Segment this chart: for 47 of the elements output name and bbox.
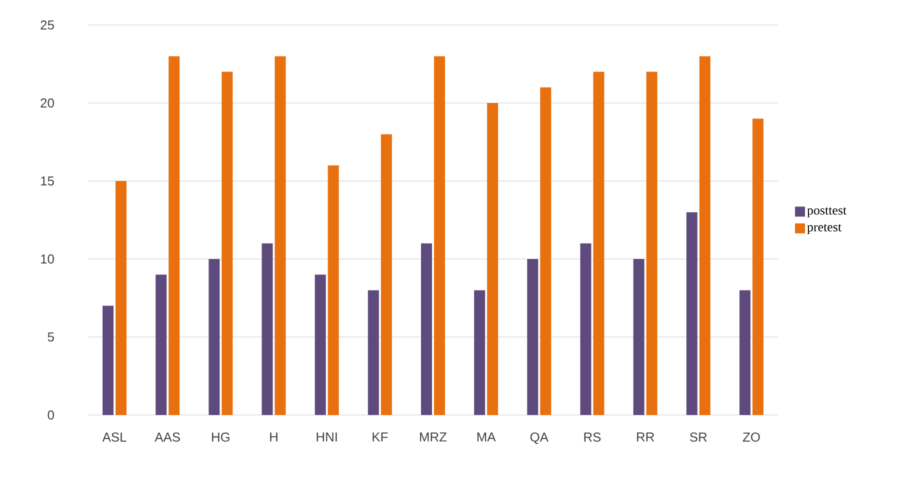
x-tick-label: AAS <box>154 432 180 442</box>
bar <box>474 290 486 415</box>
y-tick-label: 10 <box>41 254 54 264</box>
bar <box>646 72 658 415</box>
x-tick-label: ASL <box>102 432 126 442</box>
y-tick-label: 5 <box>48 332 54 342</box>
bar <box>633 259 644 415</box>
bar <box>699 56 710 415</box>
legend-label: pretest <box>807 224 842 234</box>
x-tick-label: SR <box>690 432 707 442</box>
bar <box>102 306 114 415</box>
y-tick-label: 25 <box>40 20 54 30</box>
bar <box>593 72 604 415</box>
x-tick-label: RS <box>584 432 601 442</box>
bar <box>434 56 445 415</box>
bar <box>421 243 432 415</box>
y-tick-label: 20 <box>40 98 54 108</box>
x-tick-label: ZO <box>742 432 760 442</box>
bar <box>380 134 392 415</box>
x-tick-label: QA <box>530 432 548 444</box>
bar <box>156 274 167 415</box>
bar <box>274 56 286 415</box>
y-tick-label: 15 <box>41 176 54 186</box>
x-tick-label: HG <box>212 432 230 442</box>
bar <box>328 165 339 415</box>
x-tick-label: RR <box>637 432 654 442</box>
bar <box>168 56 180 415</box>
bar <box>540 87 552 415</box>
bar <box>262 243 273 415</box>
bar <box>368 290 379 415</box>
x-tick-label: H <box>270 432 278 442</box>
bar <box>739 290 750 415</box>
bar <box>686 212 698 415</box>
x-tick-label: MA <box>477 432 496 442</box>
bar <box>222 72 233 415</box>
bar <box>314 274 326 415</box>
bar <box>487 102 498 415</box>
bar <box>580 243 592 415</box>
legend-label: posttest <box>807 207 846 218</box>
x-tick-label: HNI <box>316 432 337 442</box>
bar <box>116 181 127 415</box>
x-tick-label: KF <box>372 432 388 442</box>
bar <box>752 118 764 415</box>
x-tick-label: MRZ <box>420 432 447 442</box>
bar <box>208 259 220 415</box>
bar <box>527 259 538 415</box>
y-tick-label: 0 <box>48 410 54 420</box>
